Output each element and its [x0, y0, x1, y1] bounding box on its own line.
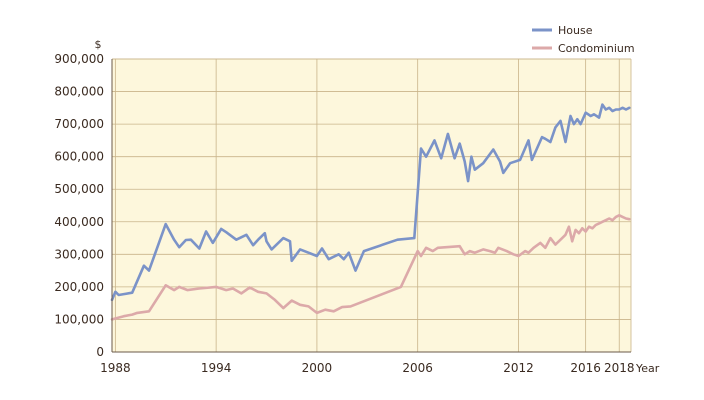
y-tick-label: 500,000 [54, 182, 104, 196]
x-tick-label: 2012 [503, 361, 534, 375]
y-tick-label: 900,000 [54, 52, 104, 66]
legend: House Condominium [532, 24, 635, 55]
x-tick-label: 2000 [302, 361, 333, 375]
x-axis-ticks: 1988 1994 2000 2006 2012 2016 2018 [100, 361, 634, 375]
x-tick-label: 2006 [402, 361, 433, 375]
x-tick-label: 2016 [570, 361, 601, 375]
x-axis-unit: Year [635, 362, 660, 375]
legend-label-condominium: Condominium [558, 42, 635, 55]
x-tick-label: 2018 [604, 361, 635, 375]
y-axis-unit: $ [95, 38, 102, 51]
y-tick-label: 400,000 [54, 215, 104, 229]
series-lines [110, 103, 631, 321]
y-tick-label: 200,000 [54, 280, 104, 294]
series-line-condominium [110, 214, 631, 321]
x-tick-label: 1988 [100, 361, 131, 375]
y-tick-label: 600,000 [54, 150, 104, 164]
y-tick-label: 0 [96, 345, 104, 359]
y-tick-label: 800,000 [54, 85, 104, 99]
y-tick-label: 300,000 [54, 247, 104, 261]
legend-label-house: House [558, 24, 593, 37]
y-tick-label: 700,000 [54, 117, 104, 131]
plot-background [112, 59, 631, 352]
y-tick-label: 100,000 [54, 312, 104, 326]
y-axis-ticks: 0 100,000 200,000 300,000 400,000 500,000 600,… [54, 52, 104, 359]
series-line-house [110, 103, 631, 302]
x-tick-label: 1994 [201, 361, 232, 375]
